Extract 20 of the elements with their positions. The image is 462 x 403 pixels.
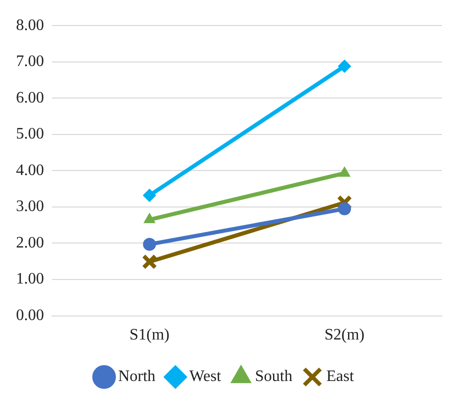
- point: [338, 202, 351, 216]
- point: [143, 188, 156, 202]
- y-tick-label: 2.00: [16, 234, 44, 252]
- y-tick-label: 5.00: [16, 126, 44, 143]
- legend-label: South: [255, 368, 292, 386]
- point: [338, 60, 351, 73]
- y-tick-label: 0.00: [16, 307, 44, 324]
- point: [142, 254, 158, 270]
- legend-label: West: [189, 368, 222, 386]
- y-tick-label: 3.00: [16, 198, 44, 216]
- y-tick-label: 1.00: [16, 270, 44, 288]
- point: [143, 238, 156, 251]
- y-tick-label: 8.00: [16, 16, 44, 34]
- legend-label: North: [118, 368, 156, 386]
- legend-label: East: [326, 368, 354, 386]
- y-tick-label: 7.00: [16, 53, 44, 70]
- x-tick-label: S2(m): [324, 326, 364, 344]
- y-tick-label: 4.00: [16, 162, 44, 179]
- x-tick-label: S1(m): [130, 326, 170, 344]
- y-tick-label: 6.00: [16, 89, 44, 106]
